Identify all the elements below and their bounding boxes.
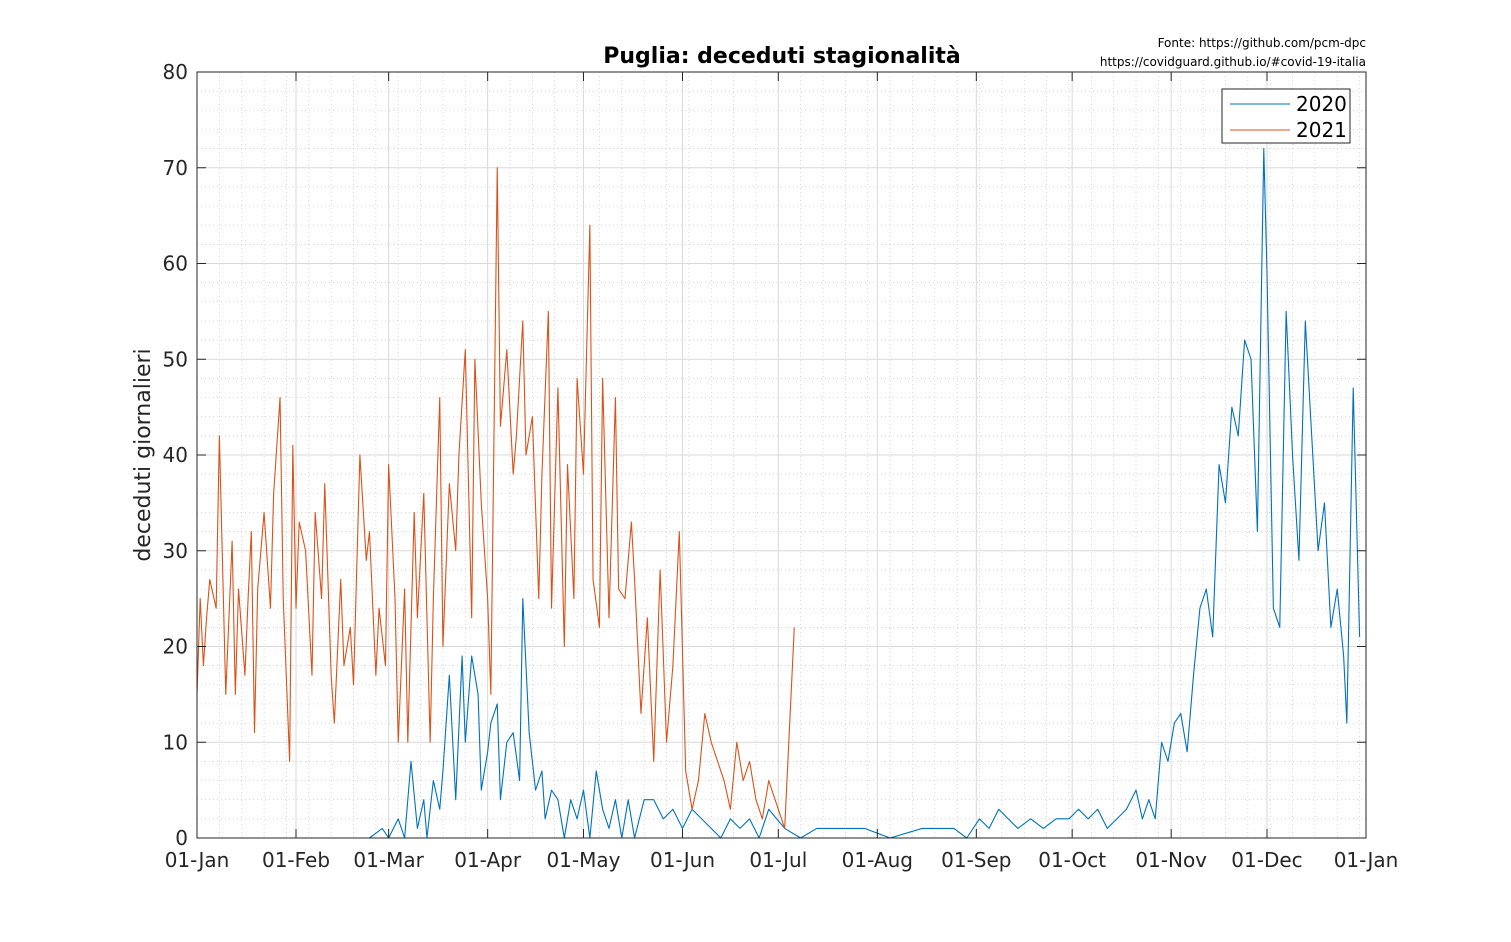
x-tick-label: 01-Dec [1231, 848, 1302, 872]
x-tick-label: 01-Nov [1135, 848, 1207, 872]
chart-title: Puglia: deceduti stagionalità [603, 44, 961, 69]
y-tick-label: 30 [163, 539, 188, 563]
y-axis-label: deceduti giornalieri [131, 348, 156, 561]
x-tick-label: 01-Oct [1038, 848, 1106, 872]
y-tick-label: 40 [163, 443, 188, 467]
legend-label-2020: 2020 [1296, 92, 1347, 116]
y-tick-label: 60 [163, 252, 188, 276]
x-tick-label: 01-Apr [454, 848, 522, 872]
legend: 2020 2021 [1221, 88, 1351, 144]
y-tick-label: 20 [163, 635, 188, 659]
legend-label-2021: 2021 [1296, 118, 1347, 142]
y-tick-label: 0 [175, 826, 188, 850]
legend-box [1221, 88, 1351, 144]
x-tick-label: 01-Mar [353, 848, 424, 872]
y-tick-label: 80 [163, 60, 188, 84]
minor-grid [197, 72, 1366, 838]
y-tick-label: 70 [163, 156, 188, 180]
y-tick-label: 50 [163, 347, 188, 371]
x-tick-label: 01-Jan [165, 848, 230, 872]
x-tick-label: 01-Jul [749, 848, 807, 872]
x-tick-label: 01-May [546, 848, 620, 872]
x-tick-label: 01-Feb [262, 848, 330, 872]
series-line-2020 [369, 148, 1361, 839]
source-line-1: Fonte: https://github.com/pcm-dpc [1158, 36, 1366, 50]
x-tick-label: 01-Aug [842, 848, 913, 872]
ticks-layer [196, 71, 1367, 839]
tick-labels: 0 10 20 30 40 50 60 70 80 01-Jan 01-Feb 01-Mar 01-Ap… [163, 60, 1399, 872]
x-tick-label: 01-Jan [1334, 848, 1399, 872]
x-tick-label: 01-Sep [941, 848, 1011, 872]
x-tick-label: 01-Jun [650, 848, 715, 872]
series-layer [196, 148, 1361, 839]
series-line-2021 [196, 167, 795, 829]
source-line-2: https://covidguard.github.io/#covid-19-i… [1100, 55, 1366, 69]
y-tick-label: 10 [163, 730, 188, 754]
